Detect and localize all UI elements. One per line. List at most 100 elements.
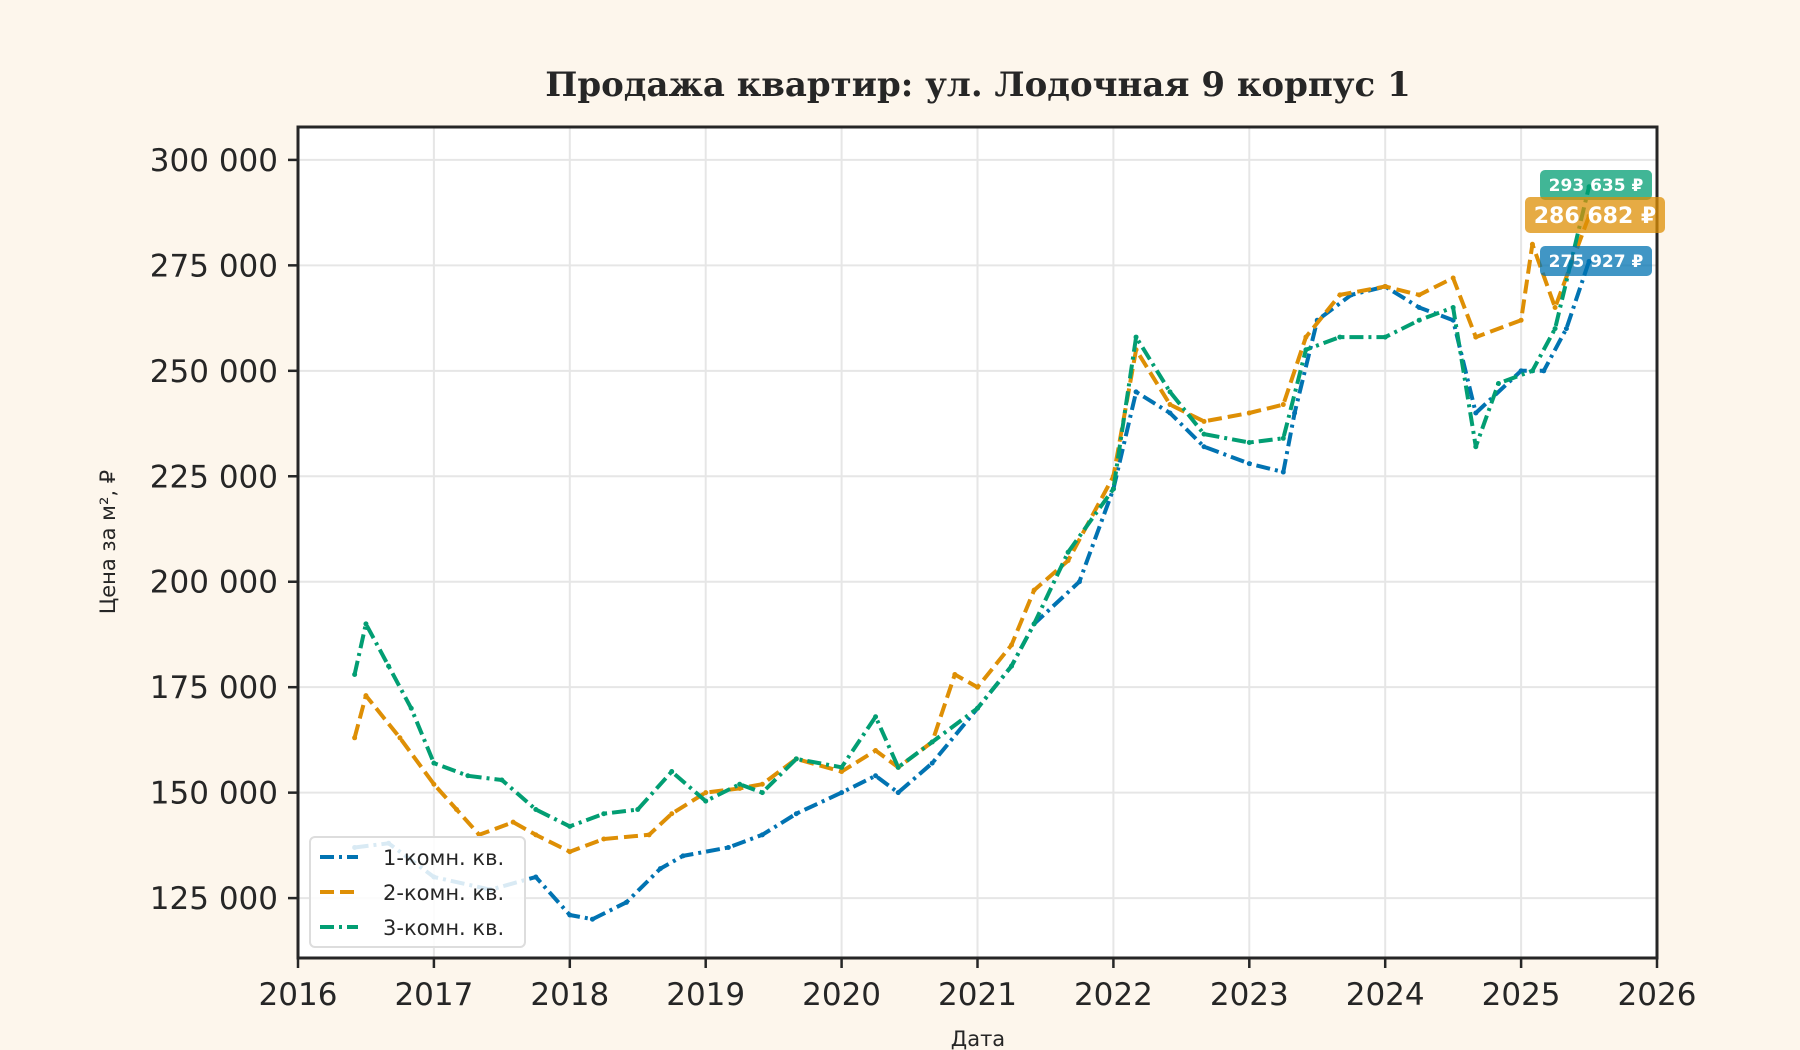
y-tick-label: 250 000 bbox=[150, 354, 278, 390]
x-tick-label: 2026 bbox=[1618, 977, 1697, 1013]
data-point bbox=[635, 807, 641, 813]
data-point bbox=[601, 811, 607, 817]
data-point bbox=[975, 684, 980, 690]
data-point bbox=[1541, 368, 1547, 374]
data-point bbox=[533, 832, 539, 838]
data-point bbox=[839, 764, 845, 770]
x-tick-label: 2022 bbox=[1074, 977, 1153, 1013]
data-point bbox=[1280, 435, 1286, 441]
x-tick-label: 2025 bbox=[1482, 977, 1561, 1013]
data-point bbox=[1416, 305, 1422, 311]
data-point bbox=[839, 769, 845, 775]
data-point bbox=[929, 739, 935, 745]
data-point bbox=[895, 790, 901, 796]
data-point bbox=[1473, 444, 1479, 450]
data-point bbox=[567, 849, 573, 855]
data-point bbox=[1518, 368, 1524, 374]
data-point bbox=[759, 832, 765, 838]
data-point bbox=[499, 777, 505, 783]
legend-label: 1-комн. кв. bbox=[383, 846, 504, 870]
data-point bbox=[669, 769, 675, 775]
data-point bbox=[793, 811, 799, 817]
data-point bbox=[1416, 317, 1422, 323]
value-annotation-box bbox=[1525, 197, 1665, 233]
data-point bbox=[657, 866, 663, 872]
data-point bbox=[1133, 334, 1139, 340]
data-point bbox=[510, 819, 516, 825]
data-point bbox=[669, 811, 675, 817]
legend-label: 3-комн. кв. bbox=[383, 916, 504, 940]
data-point bbox=[1246, 440, 1252, 446]
data-point bbox=[567, 823, 573, 829]
data-point bbox=[1031, 587, 1037, 593]
data-point bbox=[1167, 410, 1173, 416]
data-point bbox=[1552, 305, 1558, 311]
y-tick-label: 150 000 bbox=[150, 776, 278, 812]
value-annotation-label: 286 682 ₽ bbox=[1534, 204, 1656, 229]
data-point bbox=[1337, 334, 1343, 340]
data-point bbox=[975, 705, 980, 711]
data-point bbox=[623, 899, 629, 905]
x-tick-label: 2018 bbox=[530, 977, 609, 1013]
data-point bbox=[1303, 334, 1309, 340]
data-point bbox=[386, 663, 392, 669]
legend-label: 2-комн. кв. bbox=[383, 881, 504, 905]
data-point bbox=[1450, 275, 1456, 281]
data-point bbox=[589, 916, 595, 922]
data-point bbox=[533, 807, 539, 813]
data-point bbox=[1167, 402, 1173, 408]
data-point bbox=[680, 853, 686, 859]
data-point bbox=[601, 836, 607, 842]
data-point bbox=[408, 705, 414, 711]
data-point bbox=[1303, 347, 1309, 353]
legend: 1-комн. кв. 2-комн. кв. 3-комн. кв. bbox=[309, 836, 526, 948]
data-point bbox=[1416, 292, 1422, 298]
data-point bbox=[873, 747, 879, 753]
data-point bbox=[1280, 402, 1286, 408]
data-point bbox=[1076, 579, 1082, 585]
x-tick-label: 2019 bbox=[666, 977, 745, 1013]
data-point bbox=[1382, 334, 1388, 340]
data-point bbox=[737, 781, 743, 787]
data-point bbox=[1201, 444, 1207, 450]
data-point bbox=[1280, 469, 1286, 475]
data-point bbox=[1110, 486, 1116, 492]
data-point bbox=[1473, 410, 1479, 416]
data-point bbox=[465, 773, 471, 779]
data-point bbox=[1008, 663, 1014, 669]
data-point bbox=[793, 756, 799, 762]
value-annotation-box bbox=[1540, 246, 1652, 276]
data-point bbox=[431, 760, 437, 766]
data-point bbox=[1337, 292, 1343, 298]
data-point bbox=[363, 621, 369, 627]
data-point bbox=[703, 790, 709, 796]
data-point bbox=[1031, 621, 1037, 627]
data-point bbox=[1518, 317, 1524, 323]
data-point bbox=[1201, 431, 1207, 437]
data-point bbox=[1495, 380, 1501, 386]
x-tick-label: 2020 bbox=[802, 977, 881, 1013]
value-annotation-label: 275 927 ₽ bbox=[1549, 252, 1644, 272]
x-tick-label: 2016 bbox=[259, 977, 338, 1013]
data-point bbox=[1473, 334, 1479, 340]
series-line-3 bbox=[352, 186, 1591, 829]
y-axis-label: Цена за м², ₽ bbox=[96, 470, 120, 614]
x-tick-label: 2017 bbox=[394, 977, 473, 1013]
data-point bbox=[567, 912, 573, 918]
data-point bbox=[1529, 368, 1535, 374]
data-point bbox=[1246, 410, 1252, 416]
x-tick-label: 2023 bbox=[1210, 977, 1289, 1013]
data-point bbox=[873, 714, 879, 720]
data-point bbox=[646, 832, 652, 838]
data-point bbox=[839, 790, 845, 796]
data-point bbox=[759, 781, 765, 787]
x-axis-label: Дата bbox=[951, 1027, 1005, 1050]
data-point bbox=[352, 735, 358, 741]
x-tick-label: 2024 bbox=[1346, 977, 1425, 1013]
data-point bbox=[1065, 549, 1071, 555]
data-point bbox=[454, 807, 460, 813]
data-point bbox=[952, 672, 958, 678]
y-tick-label: 300 000 bbox=[150, 143, 278, 179]
data-point bbox=[1008, 642, 1014, 648]
